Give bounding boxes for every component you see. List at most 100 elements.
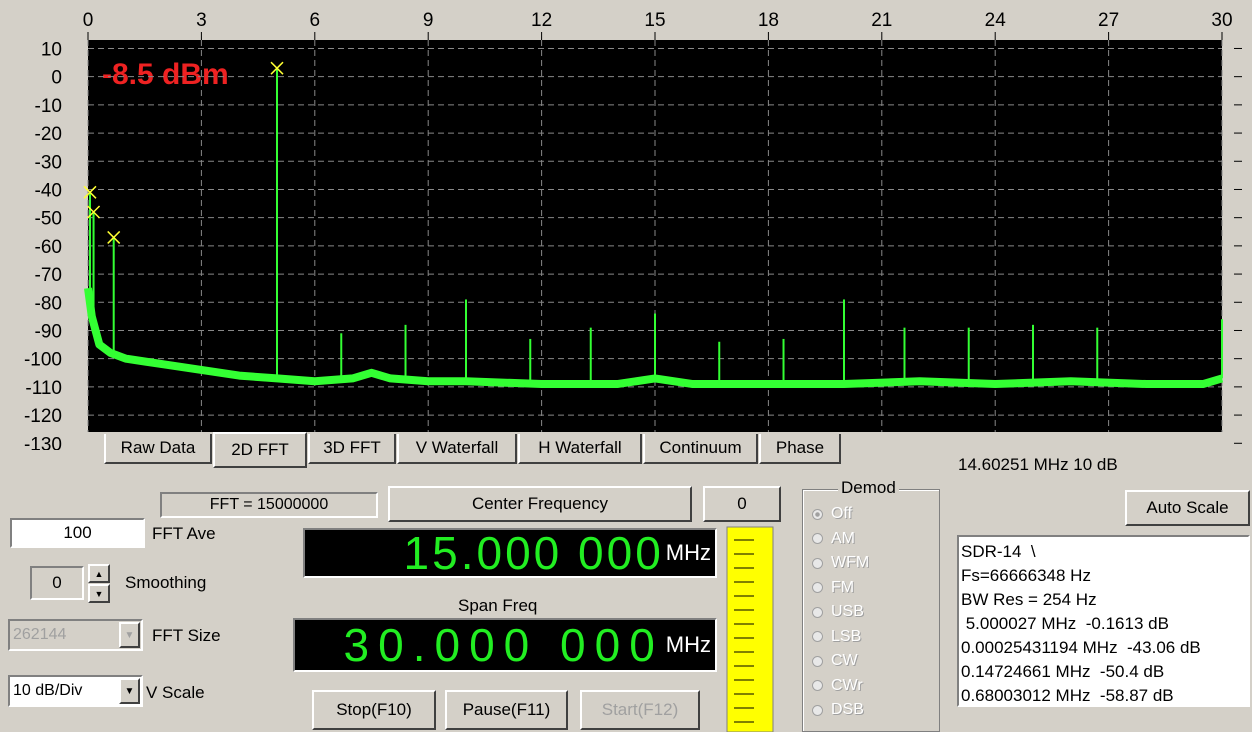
y-tick-label: 10 <box>41 39 62 60</box>
y-tick-label: -80 <box>35 293 62 314</box>
tab[interactable]: 2D FFT <box>213 432 307 468</box>
spin-down[interactable]: ▼ <box>88 584 110 603</box>
radio-dot <box>812 557 823 569</box>
tab[interactable]: Raw Data <box>104 434 212 464</box>
demod-option: Off <box>812 505 852 523</box>
center-freq-digits: 15.000 000 <box>403 527 664 579</box>
x-tick-label: 27 <box>1098 10 1119 31</box>
y-tick-label: -10 <box>35 96 62 117</box>
radio-dot <box>812 680 823 691</box>
demod-option: LSB <box>812 628 861 646</box>
fft-size-arrow: ▼ <box>119 622 140 648</box>
radio-dot <box>812 606 823 618</box>
fft-ave-input[interactable]: 100 <box>10 518 145 548</box>
span-label: Span Freq <box>458 596 538 615</box>
info-line: BW Res = 254 Hz <box>961 590 1097 609</box>
x-tick-label: 18 <box>758 10 779 31</box>
marker <box>107 230 121 244</box>
info-line: 0.14724661 MHz -50.4 dB <box>961 662 1165 681</box>
radio-label: LSB <box>831 627 862 645</box>
demod-option: FM <box>812 579 854 597</box>
y-tick-label: -20 <box>35 124 62 145</box>
y-tick-label: -50 <box>35 209 62 230</box>
spin-up[interactable]: ▲ <box>88 564 110 583</box>
radio-dot <box>812 508 823 520</box>
demod-option: USB <box>812 603 864 621</box>
tab[interactable]: 3D FFT <box>308 434 396 464</box>
span-freq-digits: 30.000 000 <box>343 619 664 671</box>
radio-label: WFM <box>831 554 870 571</box>
zero-button[interactable]: 0 <box>703 486 781 522</box>
center-freq-display: 15.000 000 MHz <box>303 527 717 579</box>
center-frequency-button[interactable]: Center Frequency <box>388 486 692 522</box>
radio-label: FM <box>831 578 855 596</box>
demod-option: DSB <box>812 701 864 719</box>
level-meter <box>726 526 774 732</box>
demod-option: CWr <box>812 677 863 695</box>
x-tick-label: 12 <box>531 10 552 31</box>
x-tick-label: 0 <box>83 10 94 31</box>
info-line: 0.68003012 MHz -58.87 dB <box>961 686 1174 705</box>
radio-label: AM <box>831 529 855 547</box>
y-tick-label: -90 <box>35 321 62 342</box>
smoothing-input[interactable]: 0 <box>30 566 84 600</box>
info-line: Fs=66666348 Hz <box>961 566 1091 585</box>
span-freq-display: 30.000 000 MHz <box>293 618 717 672</box>
status-text: 14.60251 MHz 10 dB <box>958 455 1118 474</box>
x-tick-label: 6 <box>310 10 321 31</box>
radio-label: CWr <box>831 676 863 694</box>
control-button[interactable]: Stop(F10) <box>312 690 436 730</box>
tab[interactable]: Continuum <box>643 434 758 464</box>
marker <box>87 205 101 219</box>
y-tick-label: -110 <box>25 378 62 399</box>
tab[interactable]: Phase <box>759 434 841 464</box>
info-line: SDR-14 \ <box>961 542 1036 561</box>
x-tick-label: 30 <box>1211 10 1232 31</box>
marker <box>83 185 97 199</box>
span-freq-unit: MHz <box>665 632 711 657</box>
y-tick-label: -30 <box>35 152 62 173</box>
radio-dot <box>812 704 823 716</box>
info-line: 5.000027 MHz -0.1613 dB <box>961 614 1169 633</box>
demod-option: CW <box>812 652 858 670</box>
radio-dot <box>812 582 823 593</box>
y-tick-label: -70 <box>35 265 62 286</box>
x-tick-label: 24 <box>985 10 1007 31</box>
fft-ave-label: FFT Ave <box>152 524 216 543</box>
y-tick-label: -100 <box>24 350 62 371</box>
control-button: Start(F12) <box>580 690 700 730</box>
y-tick-label: -40 <box>35 180 62 201</box>
demod-option: WFM <box>812 554 869 572</box>
radio-label: DSB <box>831 701 864 718</box>
fft-size-combo: 262144 <box>8 619 143 651</box>
tab[interactable]: V Waterfall <box>397 434 517 464</box>
x-tick-label: 9 <box>423 10 434 31</box>
marker <box>270 61 284 75</box>
info-line: 0.00025431194 MHz -43.06 dB <box>961 638 1201 657</box>
radio-dot <box>812 533 823 544</box>
v-scale-label: V Scale <box>146 683 205 702</box>
x-tick-label: 21 <box>871 10 892 31</box>
auto-scale-button[interactable]: Auto Scale <box>1125 490 1250 526</box>
meter-bar <box>726 526 774 732</box>
radio-label: CW <box>831 652 858 669</box>
control-button[interactable]: Pause(F11) <box>445 690 568 730</box>
radio-label: Off <box>831 505 853 522</box>
power-readout: -8.5 dBm <box>102 58 229 91</box>
y-tick-label: -130 <box>24 434 62 450</box>
info-box: SDR-14 \ Fs=66666348 Hz BW Res = 254 Hz 5.… <box>957 535 1250 707</box>
y-tick-label: 0 <box>51 68 62 89</box>
radio-dot <box>812 631 823 642</box>
x-tick-label: 3 <box>196 10 207 31</box>
noise-floor <box>84 287 1224 389</box>
smoothing-label: Smoothing <box>125 573 207 592</box>
demod-title: Demod <box>838 478 899 498</box>
v-scale-arrow[interactable]: ▼ <box>119 678 140 704</box>
center-freq-unit: MHz <box>665 540 711 565</box>
y-tick-label: -120 <box>24 406 62 427</box>
tab[interactable]: H Waterfall <box>518 434 642 464</box>
spectrum-plot: -8.5 dBm 0 3 6 9 12 15 18 21 24 27 30 10 0 -10 -20 -30 -… <box>24 10 1242 450</box>
y-tick-label: -60 <box>35 237 62 258</box>
radio-dot <box>812 655 823 667</box>
fft-box: FFT = 15000000 <box>160 492 378 518</box>
